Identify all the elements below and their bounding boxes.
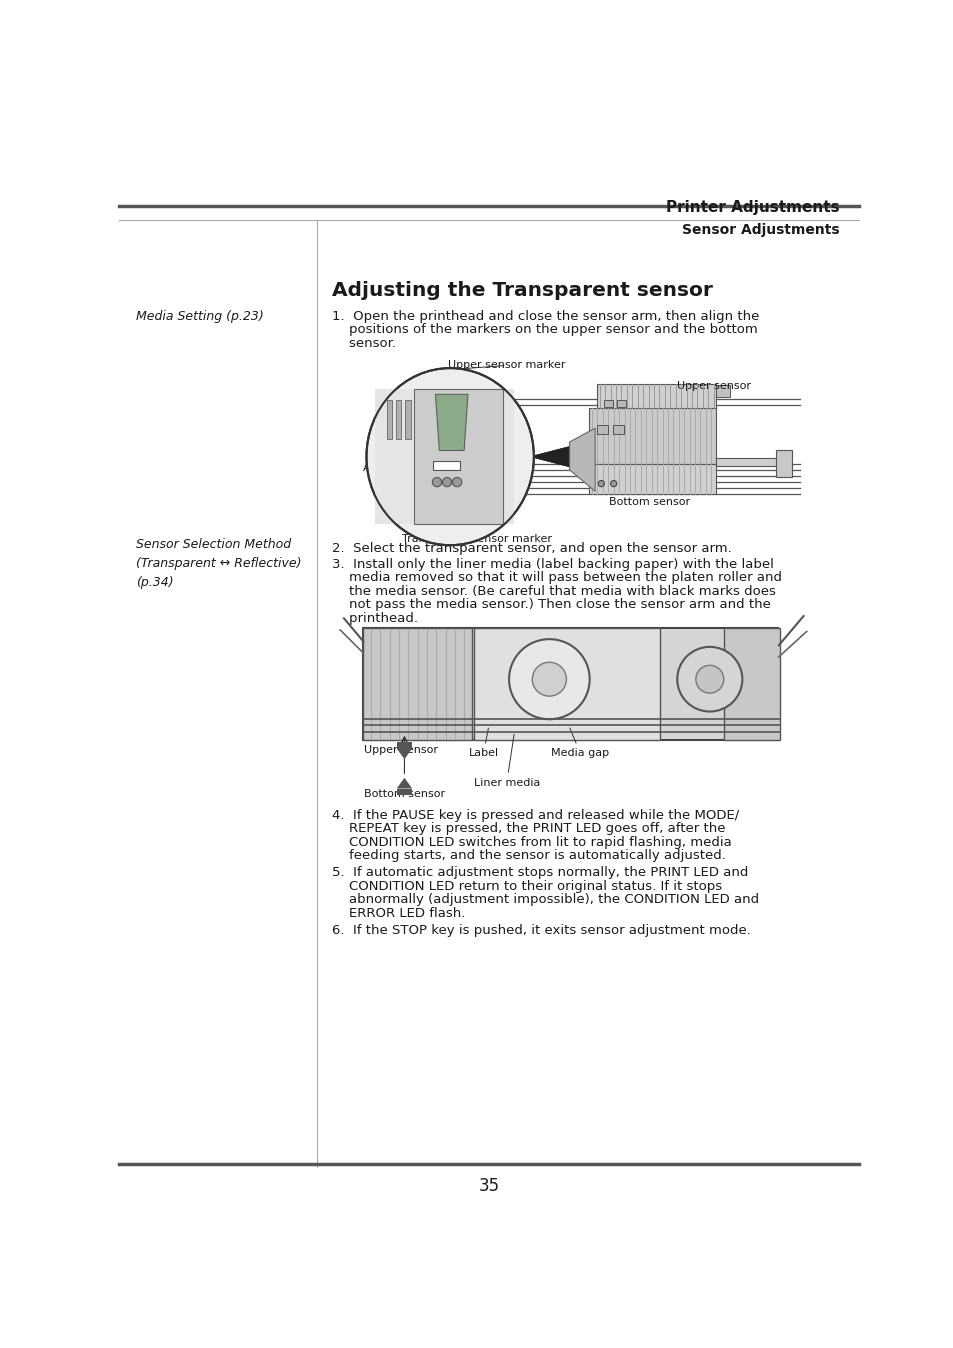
Polygon shape	[530, 446, 568, 466]
Circle shape	[452, 477, 461, 487]
FancyBboxPatch shape	[596, 384, 716, 408]
Text: Printer Adjustments: Printer Adjustments	[666, 201, 840, 216]
Text: 2.  Select the transparent sensor, and open the sensor arm.: 2. Select the transparent sensor, and op…	[332, 542, 731, 555]
FancyBboxPatch shape	[396, 743, 412, 748]
Circle shape	[432, 477, 441, 487]
Text: positions of the markers on the upper sensor and the bottom: positions of the markers on the upper se…	[332, 324, 758, 336]
Text: REPEAT key is pressed, the PRINT LED goes off, after the: REPEAT key is pressed, the PRINT LED goe…	[332, 822, 725, 834]
FancyBboxPatch shape	[405, 400, 410, 439]
Text: Sensor Adjustments: Sensor Adjustments	[681, 224, 840, 237]
Polygon shape	[396, 778, 412, 789]
FancyBboxPatch shape	[716, 386, 729, 398]
Text: media removed so that it will pass between the platen roller and: media removed so that it will pass betwe…	[332, 572, 781, 585]
Circle shape	[509, 639, 589, 720]
Text: Label: Label	[468, 728, 498, 759]
FancyBboxPatch shape	[603, 400, 612, 407]
Text: Alignment of markers: Alignment of markers	[363, 464, 484, 473]
FancyBboxPatch shape	[395, 400, 401, 439]
Circle shape	[532, 662, 566, 696]
Text: Upper sensor: Upper sensor	[677, 381, 750, 391]
Text: Bottom sensor: Bottom sensor	[364, 789, 445, 798]
Text: the media sensor. (Be careful that media with black marks does: the media sensor. (Be careful that media…	[332, 585, 776, 599]
FancyBboxPatch shape	[776, 450, 791, 477]
Circle shape	[677, 647, 741, 712]
FancyBboxPatch shape	[474, 628, 659, 740]
Circle shape	[695, 666, 723, 693]
FancyBboxPatch shape	[617, 400, 625, 407]
FancyBboxPatch shape	[716, 458, 778, 466]
FancyBboxPatch shape	[414, 390, 502, 523]
Text: Adjusting the Transparent sensor: Adjusting the Transparent sensor	[332, 282, 713, 301]
FancyBboxPatch shape	[359, 623, 789, 743]
Text: Transparent sensor marker: Transparent sensor marker	[402, 523, 552, 543]
Text: CONDITION LED switches from lit to rapid flashing, media: CONDITION LED switches from lit to rapid…	[332, 836, 731, 848]
FancyBboxPatch shape	[433, 461, 459, 469]
Text: 3.  Install only the liner media (label backing paper) with the label: 3. Install only the liner media (label b…	[332, 558, 774, 572]
FancyBboxPatch shape	[612, 425, 623, 434]
Text: Sensor Selection Method
(Transparent ↔ Reflective)
(p.34): Sensor Selection Method (Transparent ↔ R…	[136, 538, 301, 589]
FancyBboxPatch shape	[396, 789, 412, 795]
Text: sensor.: sensor.	[332, 337, 395, 349]
FancyBboxPatch shape	[597, 425, 608, 434]
Text: Media Setting (p.23): Media Setting (p.23)	[136, 310, 264, 324]
Text: Bottom sensor: Bottom sensor	[608, 497, 689, 507]
Text: Liner media: Liner media	[473, 735, 539, 787]
Text: 35: 35	[477, 1177, 499, 1194]
Text: not pass the media sensor.) Then close the sensor arm and the: not pass the media sensor.) Then close t…	[332, 599, 770, 612]
Polygon shape	[569, 429, 595, 491]
Text: Media gap: Media gap	[551, 728, 609, 759]
FancyBboxPatch shape	[723, 628, 779, 740]
FancyBboxPatch shape	[363, 360, 799, 530]
Ellipse shape	[366, 368, 534, 545]
Text: 6.  If the STOP key is pushed, it exits sensor adjustment mode.: 6. If the STOP key is pushed, it exits s…	[332, 925, 750, 937]
Text: 4.  If the PAUSE key is pressed and released while the MODE/: 4. If the PAUSE key is pressed and relea…	[332, 809, 739, 821]
FancyBboxPatch shape	[375, 390, 514, 523]
FancyBboxPatch shape	[588, 464, 716, 495]
FancyBboxPatch shape	[386, 400, 392, 439]
Polygon shape	[435, 395, 468, 450]
Text: feeding starts, and the sensor is automatically adjusted.: feeding starts, and the sensor is automa…	[332, 849, 725, 861]
Circle shape	[442, 477, 452, 487]
Text: abnormally (adjustment impossible), the CONDITION LED and: abnormally (adjustment impossible), the …	[332, 894, 759, 906]
Text: 1.  Open the printhead and close the sensor arm, then align the: 1. Open the printhead and close the sens…	[332, 310, 759, 322]
Text: 5.  If automatic adjustment stops normally, the PRINT LED and: 5. If automatic adjustment stops normall…	[332, 867, 748, 879]
Text: Upper sensor marker: Upper sensor marker	[448, 360, 565, 371]
Text: CONDITION LED return to their original status. If it stops: CONDITION LED return to their original s…	[332, 880, 721, 892]
Text: ERROR LED flash.: ERROR LED flash.	[332, 907, 465, 919]
Circle shape	[598, 480, 604, 487]
FancyBboxPatch shape	[363, 628, 778, 740]
Text: printhead.: printhead.	[332, 612, 418, 625]
FancyBboxPatch shape	[588, 408, 716, 464]
Polygon shape	[396, 748, 412, 759]
Circle shape	[610, 480, 617, 487]
Text: Upper sensor: Upper sensor	[364, 745, 437, 755]
FancyBboxPatch shape	[363, 628, 472, 740]
